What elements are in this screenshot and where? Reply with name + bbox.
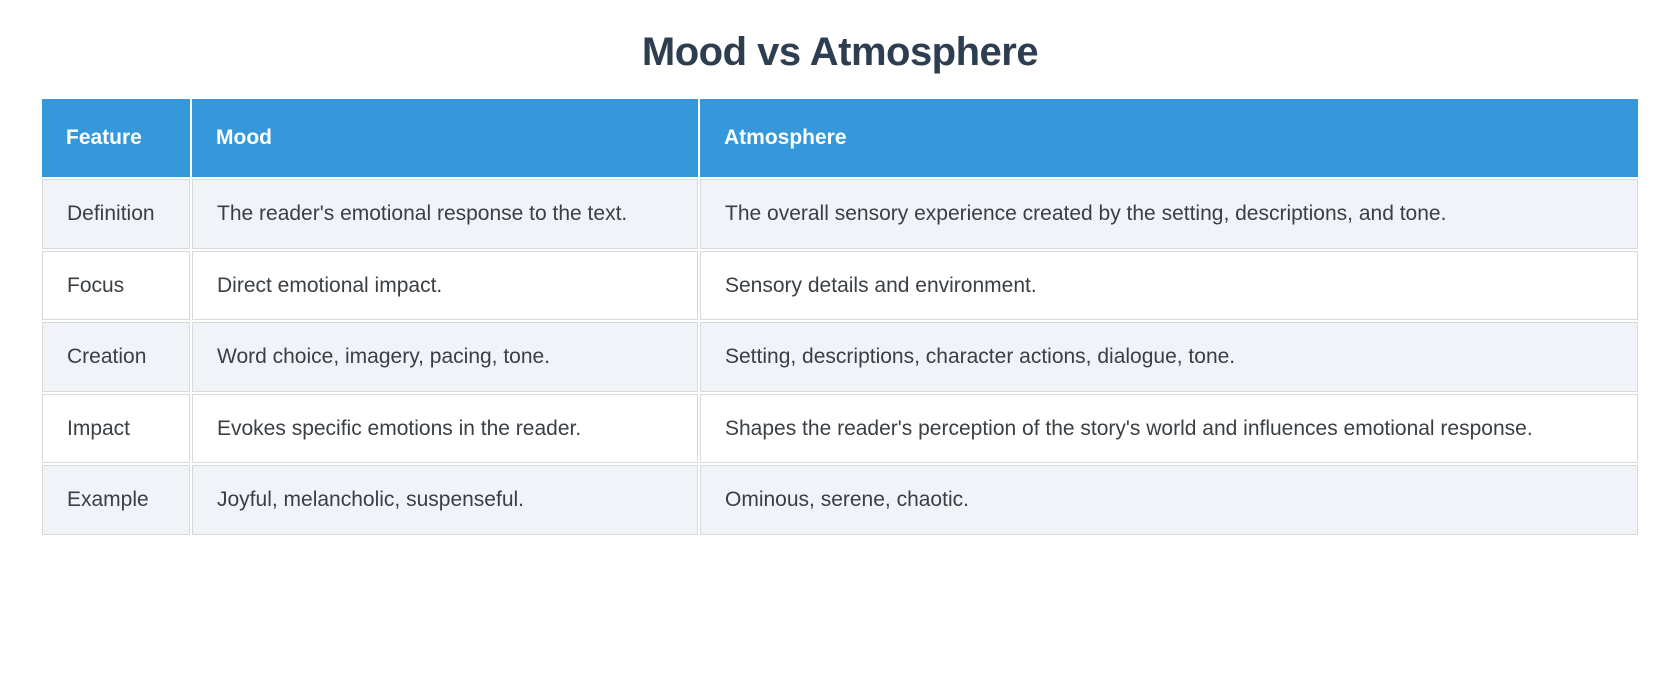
atmosphere-cell: Ominous, serene, chaotic. <box>700 465 1638 535</box>
table-row-example: Example Joyful, melancholic, suspenseful… <box>42 465 1638 535</box>
column-header-feature: Feature <box>42 99 190 177</box>
mood-cell: Word choice, imagery, pacing, tone. <box>192 322 698 392</box>
table-row-focus: Focus Direct emotional impact. Sensory d… <box>42 250 1638 320</box>
feature-cell: Definition <box>42 179 190 249</box>
table-header: Feature Mood Atmosphere <box>42 99 1638 177</box>
comparison-table: Feature Mood Atmosphere Definition The r… <box>40 97 1640 537</box>
mood-cell: Joyful, melancholic, suspenseful. <box>192 465 698 535</box>
feature-cell: Impact <box>42 393 190 463</box>
atmosphere-cell: Shapes the reader's perception of the st… <box>700 393 1638 463</box>
feature-cell: Creation <box>42 322 190 392</box>
page-title: Mood vs Atmosphere <box>641 30 1039 74</box>
atmosphere-cell: The overall sensory experience created b… <box>700 179 1638 249</box>
table-row-definition: Definition The reader's emotional respon… <box>42 179 1638 249</box>
feature-cell: Focus <box>42 250 190 320</box>
column-header-mood: Mood <box>192 99 698 177</box>
mood-cell: The reader's emotional response to the t… <box>192 179 698 249</box>
header-row: Feature Mood Atmosphere <box>42 99 1638 177</box>
table-body: Definition The reader's emotional respon… <box>42 179 1638 535</box>
feature-cell: Example <box>42 465 190 535</box>
atmosphere-cell: Setting, descriptions, character actions… <box>700 322 1638 392</box>
table-row-impact: Impact Evokes specific emotions in the r… <box>42 393 1638 463</box>
atmosphere-cell: Sensory details and environment. <box>700 250 1638 320</box>
mood-cell: Direct emotional impact. <box>192 250 698 320</box>
mood-cell: Evokes specific emotions in the reader. <box>192 393 698 463</box>
column-header-atmosphere: Atmosphere <box>700 99 1638 177</box>
table-row-creation: Creation Word choice, imagery, pacing, t… <box>42 322 1638 392</box>
